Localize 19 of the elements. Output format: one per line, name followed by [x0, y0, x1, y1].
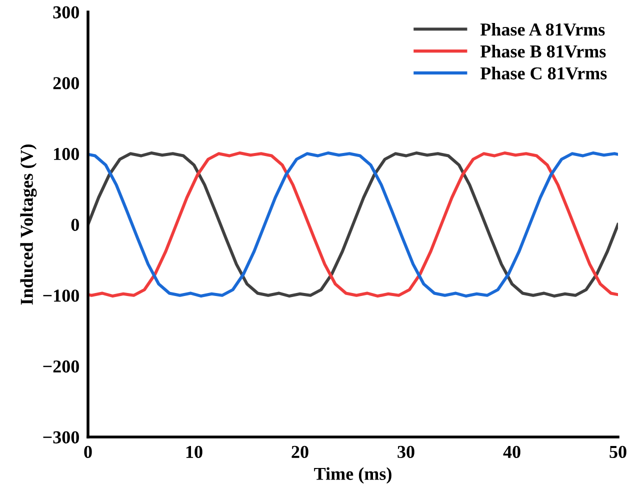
y-tick-label: 100 — [54, 148, 79, 160]
legend-label: Phase C 81Vrms — [480, 66, 607, 80]
x-tick-label: 30 — [398, 446, 414, 458]
y-tick-label: −300 — [43, 431, 79, 444]
x-tick-label: 10 — [186, 446, 202, 458]
legend-label: Phase B 81Vrms — [480, 44, 606, 58]
y-tick-label: 0 — [71, 218, 79, 231]
x-tick-label: 50 — [610, 446, 626, 458]
x-tick-label: 20 — [292, 446, 308, 458]
x-tick-label: 0 — [84, 446, 92, 458]
y-tick-label: 300 — [53, 6, 79, 18]
y-axis-title: Induced Voltages (V) — [20, 144, 37, 305]
x-tick-label: 40 — [503, 446, 520, 458]
y-tick-label: −200 — [43, 360, 79, 373]
x-axis-title: Time (ms) — [314, 467, 392, 484]
y-tick-label: 200 — [53, 77, 79, 90]
legend-label: Phase A 81Vrms — [480, 22, 605, 36]
y-tick-label: −100 — [43, 290, 79, 302]
line-series — [88, 151, 618, 298]
